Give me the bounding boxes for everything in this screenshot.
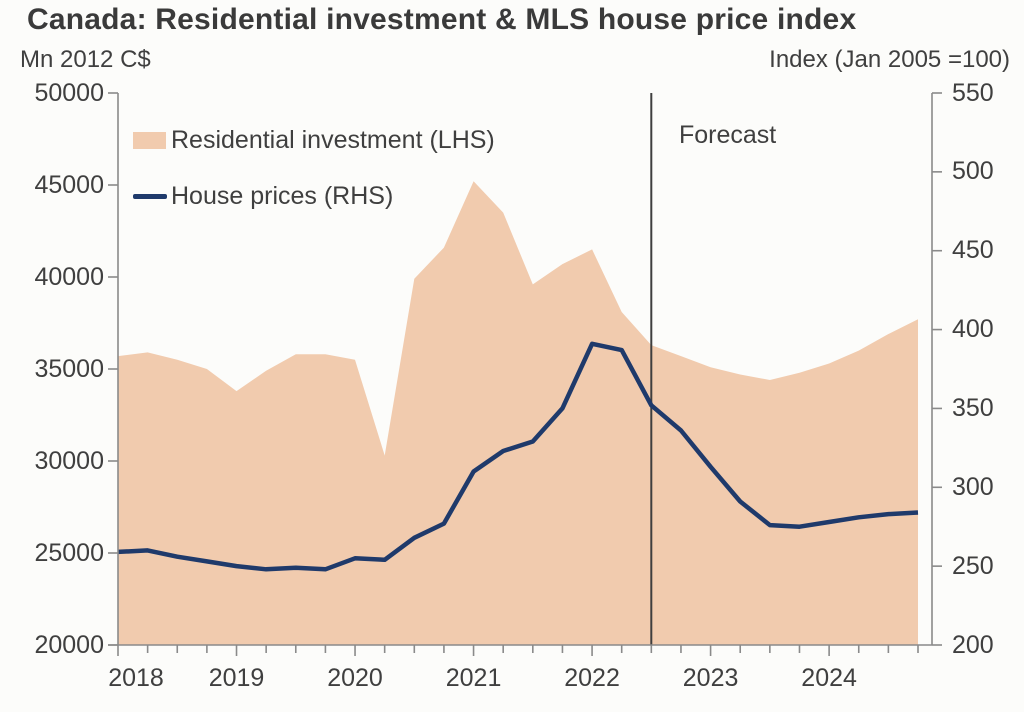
left-axis-tick-label: 20000 <box>34 630 104 659</box>
left-axis-unit-label: Mn 2012 C$ <box>20 46 151 73</box>
x-axis-year-label: 2022 <box>564 664 620 692</box>
legend-item-residential-investment: Residential investment (LHS) <box>133 126 495 154</box>
x-axis-year-label: 2023 <box>682 664 739 692</box>
left-axis-tick-label: 45000 <box>34 170 104 199</box>
left-axis-tick-label: 30000 <box>34 446 104 475</box>
right-axis-tick-label: 250 <box>952 551 994 580</box>
right-axis-tick-label: 400 <box>952 315 994 344</box>
x-axis-year-label: 2024 <box>801 664 857 692</box>
legend-label-residential-investment: Residential investment (LHS) <box>171 126 495 154</box>
right-axis-tick-label: 550 <box>952 78 994 107</box>
x-axis-year-label: 2020 <box>327 664 383 692</box>
legend-label-house-prices: House prices (RHS) <box>171 182 394 210</box>
right-axis-tick-label: 200 <box>952 630 994 659</box>
forecast-annotation-label: Forecast <box>679 121 777 149</box>
right-axis-tick-label: 450 <box>952 236 994 265</box>
x-axis-year-label: 2021 <box>445 664 502 692</box>
right-axis-tick-label: 350 <box>952 393 994 422</box>
right-axis-tick-label: 300 <box>952 472 994 501</box>
house-prices-line <box>117 341 919 572</box>
x-axis-year-label: 2019 <box>208 664 265 692</box>
left-axis-tick-label: 25000 <box>34 538 104 567</box>
right-axis-tick-label: 500 <box>952 157 994 186</box>
legend-item-house-prices: House prices (RHS) <box>133 182 393 210</box>
right-axis-unit-label: Index (Jan 2005 =100) <box>769 46 1010 73</box>
left-axis-tick-label: 50000 <box>34 78 104 107</box>
left-axis-tick-label: 40000 <box>34 262 104 291</box>
residential-investment-area <box>118 181 918 646</box>
area-swatch-icon <box>133 131 166 149</box>
chart-title: Canada: Residential investment & MLS hou… <box>27 3 857 36</box>
x-axis-year-label: 2018 <box>108 664 164 692</box>
left-axis-tick-label: 35000 <box>34 354 104 383</box>
line-swatch-icon <box>133 193 167 199</box>
